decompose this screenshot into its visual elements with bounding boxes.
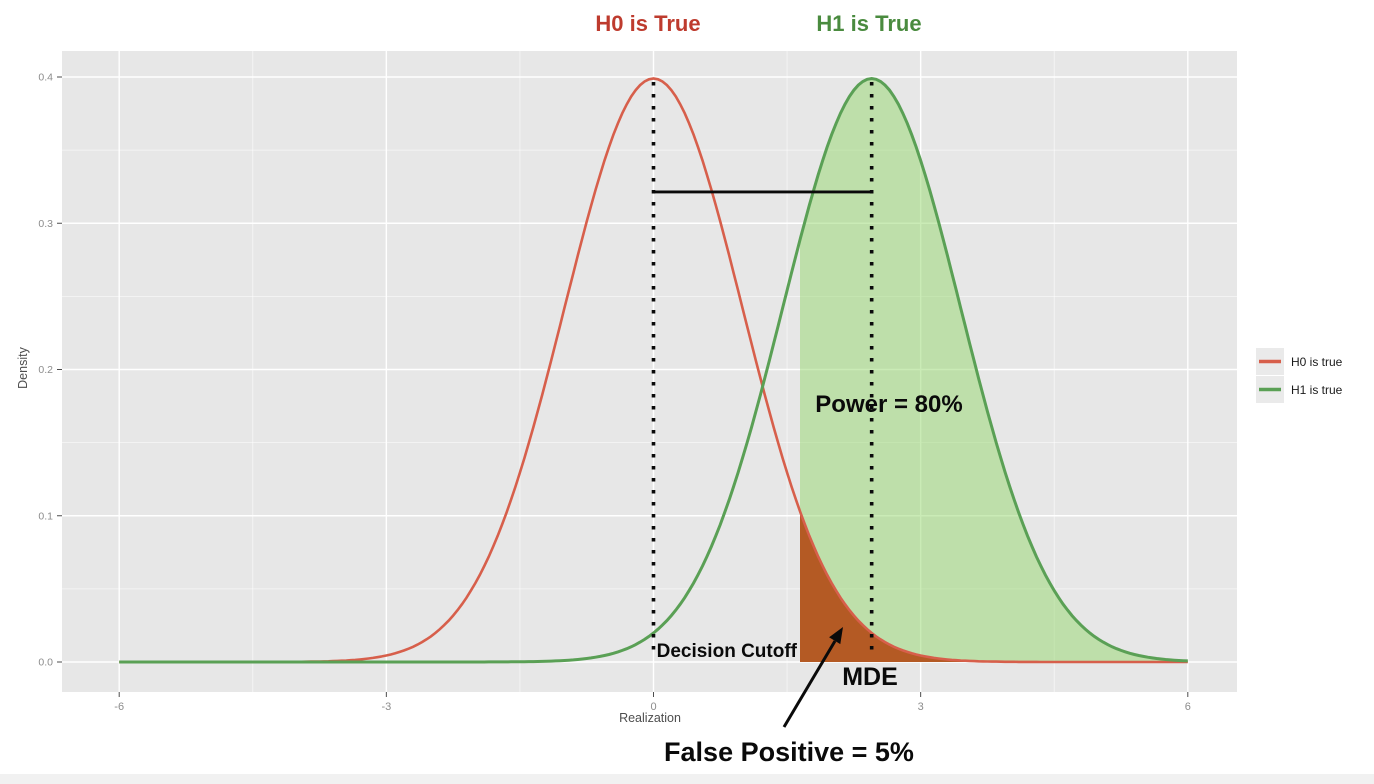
bottom-strip xyxy=(0,774,1374,784)
x-tick-label: -3 xyxy=(381,701,391,713)
legend-label-h1: H1 is true xyxy=(1291,383,1343,397)
y-tick-label: 0.0 xyxy=(38,657,53,669)
mde-label: MDE xyxy=(842,663,898,691)
legend: H0 is true H1 is true xyxy=(1256,348,1343,403)
false-positive-label: False Positive = 5% xyxy=(664,737,914,767)
h1-title: H1 is True xyxy=(816,11,921,36)
y-tick-label: 0.2 xyxy=(38,364,53,376)
plot-panel xyxy=(62,51,1237,692)
y-tick-label: 0.1 xyxy=(38,510,53,522)
x-axis-title: Realization xyxy=(619,711,681,725)
x-tick-label: 0 xyxy=(650,701,656,713)
x-tick-label: -6 xyxy=(114,701,124,713)
x-tick-label: 3 xyxy=(918,701,924,713)
decision-cutoff-label: Decision Cutoff xyxy=(657,641,798,662)
legend-label-h0: H0 is true xyxy=(1291,355,1343,369)
x-axis-ticks: -6 -3 0 3 6 xyxy=(114,692,1191,713)
power-label: Power = 80% xyxy=(815,391,962,418)
false-positive-arrow xyxy=(782,627,843,728)
power-region xyxy=(800,78,1188,663)
false-positive-region xyxy=(800,511,1188,662)
h0-title: H0 is True xyxy=(595,11,700,36)
y-axis-ticks: 0.0 0.1 0.2 0.3 0.4 xyxy=(38,72,62,669)
x-tick-label: 6 xyxy=(1185,701,1191,713)
y-axis-title: Density xyxy=(16,346,30,388)
y-tick-label: 0.3 xyxy=(38,218,53,230)
y-tick-label: 0.4 xyxy=(38,72,53,84)
h1-density-curve xyxy=(119,76,1188,664)
